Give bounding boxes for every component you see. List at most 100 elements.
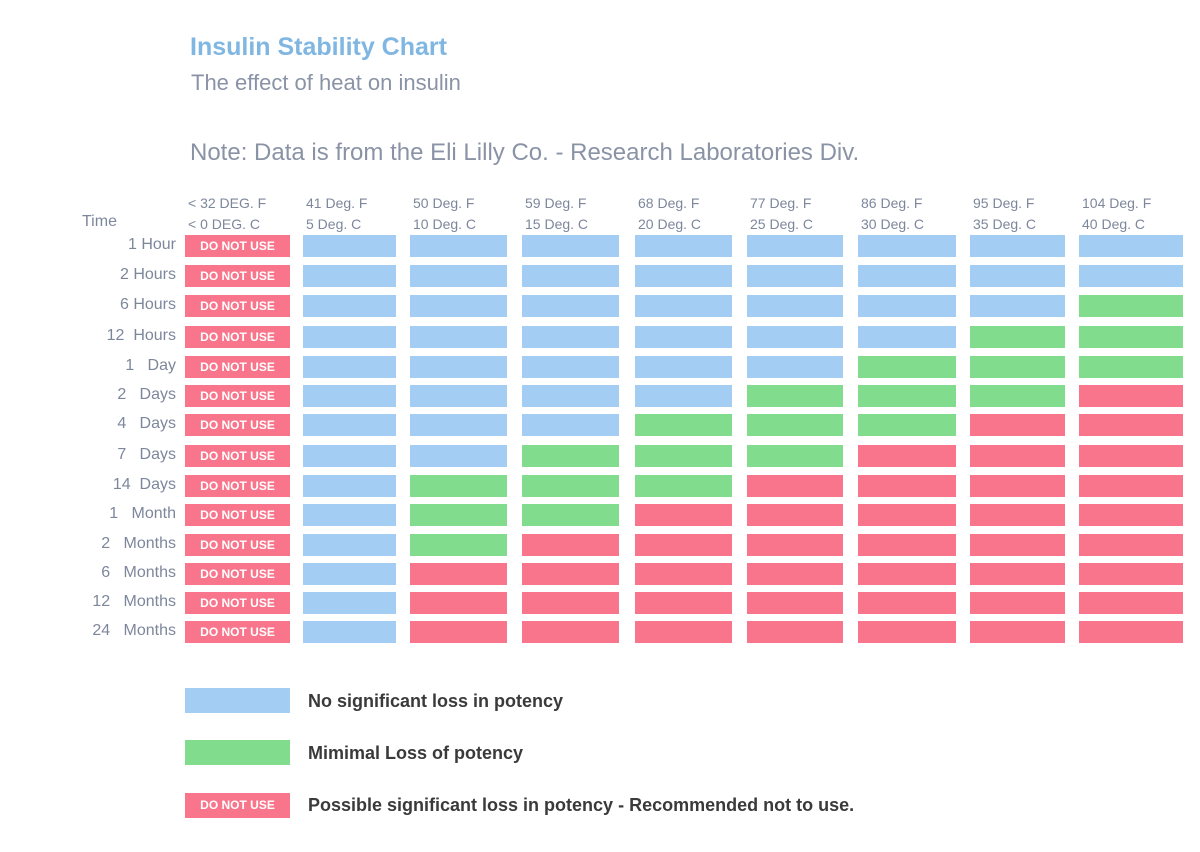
cell-no-loss (303, 534, 396, 556)
column-header: 59 Deg. F 15 Deg. C (525, 193, 588, 235)
cell-significant-loss (970, 475, 1065, 497)
cell-no-loss (410, 235, 507, 257)
cell-no-loss (303, 385, 396, 407)
cell-no-loss (410, 445, 507, 467)
column-header: 50 Deg. F 10 Deg. C (413, 193, 476, 235)
cell-no-loss (303, 326, 396, 348)
cell-no-loss (522, 326, 619, 348)
cell-minimal-loss (410, 534, 507, 556)
cell-minimal-loss (858, 356, 956, 378)
column-header-fahrenheit: 95 Deg. F (973, 195, 1035, 211)
cell-no-loss (303, 592, 396, 614)
cell-significant-loss (1079, 414, 1183, 436)
cell-significant-loss (747, 621, 843, 643)
cell-significant-loss (1079, 621, 1183, 643)
column-header-fahrenheit: 104 Deg. F (1082, 195, 1152, 211)
cell-significant-loss (635, 621, 732, 643)
cell-significant-loss (410, 563, 507, 585)
cell-no-loss (970, 295, 1065, 317)
cell-significant-loss (1079, 475, 1183, 497)
cell-no-loss (1079, 265, 1183, 287)
cell-minimal-loss (858, 414, 956, 436)
cell-do-not-use: DO NOT USE (185, 534, 290, 556)
cell-minimal-loss (747, 385, 843, 407)
column-header: 68 Deg. F 20 Deg. C (638, 193, 701, 235)
cell-significant-loss (858, 563, 956, 585)
cell-no-loss (410, 356, 507, 378)
cell-no-loss (747, 235, 843, 257)
cell-no-loss (303, 445, 396, 467)
cell-significant-loss (970, 414, 1065, 436)
row-label: 7 Days (117, 446, 176, 463)
cell-no-loss (858, 295, 956, 317)
cell-do-not-use: DO NOT USE (185, 265, 290, 287)
column-header-fahrenheit: 77 Deg. F (750, 195, 812, 211)
row-label: 12 Hours (106, 327, 176, 344)
cell-significant-loss (522, 534, 619, 556)
column-header-celsius: 40 Deg. C (1082, 216, 1146, 232)
row-label: 1 Month (109, 505, 176, 522)
cell-significant-loss (970, 504, 1065, 526)
column-header-celsius: 20 Deg. C (638, 216, 702, 232)
cell-significant-loss (1079, 445, 1183, 467)
legend-label-do-not-use: Possible significant loss in potency - R… (308, 795, 855, 815)
chart-subtitle: The effect of heat on insulin (191, 70, 461, 95)
cell-no-loss (858, 235, 956, 257)
cell-significant-loss (635, 592, 732, 614)
cell-minimal-loss (970, 356, 1065, 378)
cell-significant-loss (1079, 563, 1183, 585)
cell-minimal-loss (1079, 356, 1183, 378)
cell-minimal-loss (522, 504, 619, 526)
cell-significant-loss (747, 475, 843, 497)
cell-no-loss (747, 356, 843, 378)
cell-significant-loss (970, 592, 1065, 614)
cell-significant-loss (410, 621, 507, 643)
cell-significant-loss (970, 563, 1065, 585)
column-header: < 32 DEG. F < 0 DEG. C (188, 193, 266, 235)
cell-no-loss (303, 475, 396, 497)
cell-significant-loss (410, 592, 507, 614)
column-header-celsius: 15 Deg. C (525, 216, 589, 232)
row-label: 2 Hours (119, 266, 176, 283)
cell-minimal-loss (747, 414, 843, 436)
cell-no-loss (747, 326, 843, 348)
cell-significant-loss (522, 621, 619, 643)
column-header-celsius: 5 Deg. C (306, 216, 362, 232)
cell-do-not-use: DO NOT USE (185, 235, 290, 257)
cell-no-loss (747, 295, 843, 317)
cell-minimal-loss (635, 475, 732, 497)
row-label: 2 Months (101, 535, 176, 552)
cell-no-loss (303, 356, 396, 378)
column-header-fahrenheit: 50 Deg. F (413, 195, 475, 211)
cell-no-loss (635, 265, 732, 287)
cell-significant-loss (747, 504, 843, 526)
column-header-fahrenheit: < 32 DEG. F (188, 195, 267, 211)
column-header-fahrenheit: 68 Deg. F (638, 195, 700, 211)
cell-no-loss (410, 385, 507, 407)
cell-significant-loss (970, 621, 1065, 643)
cell-minimal-loss (635, 414, 732, 436)
cell-no-loss (635, 385, 732, 407)
cell-minimal-loss (522, 475, 619, 497)
column-header-celsius: < 0 DEG. C (188, 216, 260, 232)
cell-no-loss (522, 356, 619, 378)
cell-significant-loss (1079, 592, 1183, 614)
cell-do-not-use: DO NOT USE (185, 592, 290, 614)
cell-no-loss (747, 265, 843, 287)
cell-no-loss (303, 504, 396, 526)
cell-no-loss (522, 265, 619, 287)
cell-significant-loss (858, 592, 956, 614)
legend-swatch-minimal-loss (185, 740, 290, 765)
cell-no-loss (303, 621, 396, 643)
cell-no-loss (410, 414, 507, 436)
cell-do-not-use: DO NOT USE (185, 295, 290, 317)
cell-significant-loss (522, 563, 619, 585)
cell-no-loss (970, 265, 1065, 287)
cell-significant-loss (635, 504, 732, 526)
cell-do-not-use: DO NOT USE (185, 445, 290, 467)
row-label: 4 Days (117, 415, 176, 432)
cell-significant-loss (858, 475, 956, 497)
cell-do-not-use: DO NOT USE (185, 326, 290, 348)
cell-no-loss (635, 326, 732, 348)
cell-significant-loss (970, 445, 1065, 467)
